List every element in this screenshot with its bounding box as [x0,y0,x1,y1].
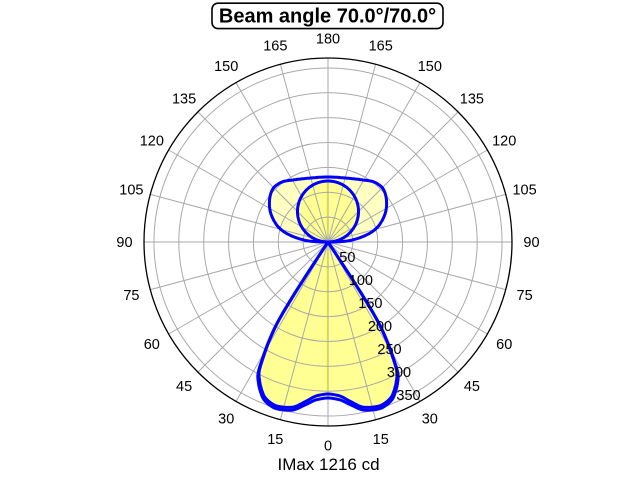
svg-text:Beam angle 70.0°/70.0°: Beam angle 70.0°/70.0° [219,5,436,27]
svg-text:45: 45 [176,379,192,395]
svg-text:250: 250 [377,342,401,358]
svg-text:30: 30 [422,411,438,427]
svg-text:135: 135 [172,91,196,107]
svg-text:300: 300 [387,365,411,381]
svg-text:200: 200 [368,319,392,335]
svg-text:75: 75 [517,288,533,304]
svg-text:120: 120 [140,133,164,149]
svg-text:165: 165 [369,39,393,55]
svg-text:0: 0 [324,439,332,455]
svg-text:105: 105 [119,183,143,199]
svg-text:105: 105 [512,183,536,199]
svg-text:45: 45 [464,379,480,395]
svg-text:150: 150 [358,296,382,312]
svg-text:150: 150 [214,59,238,75]
svg-text:350: 350 [396,388,420,404]
svg-text:15: 15 [373,432,389,448]
svg-text:50: 50 [339,250,355,266]
svg-text:IMax 1216 cd: IMax 1216 cd [277,455,379,474]
svg-text:135: 135 [460,91,484,107]
svg-text:90: 90 [116,235,132,251]
svg-text:30: 30 [218,411,234,427]
svg-text:60: 60 [144,337,160,353]
svg-text:150: 150 [418,59,442,75]
svg-text:90: 90 [523,235,539,251]
svg-text:15: 15 [267,432,283,448]
svg-text:75: 75 [123,288,139,304]
svg-text:120: 120 [492,133,516,149]
svg-text:100: 100 [349,273,373,289]
svg-text:60: 60 [496,337,512,353]
svg-text:165: 165 [263,39,287,55]
svg-text:180: 180 [316,32,340,48]
